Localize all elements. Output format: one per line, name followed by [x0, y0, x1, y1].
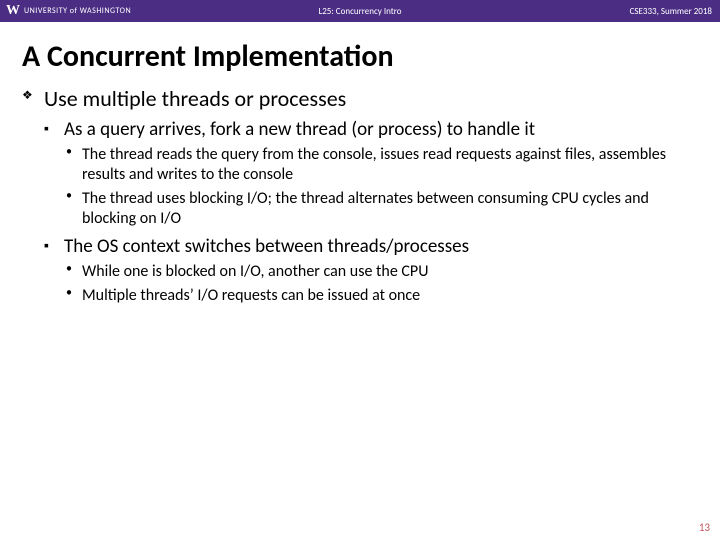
bullet-text: As a query arrives, fork a new thread (o… — [64, 118, 535, 141]
page-number: 13 — [699, 521, 710, 534]
topbar: W UNIVERSITY of WASHINGTON L25: Concurre… — [0, 0, 720, 22]
bullet-lvl3: While one is blocked on I/O, another can… — [64, 262, 698, 282]
lecture-label: L25: Concurrency Intro — [318, 6, 401, 17]
bullet-text: The OS context switches between threads/… — [64, 235, 469, 258]
bullet-text: While one is blocked on I/O, another can… — [82, 262, 428, 281]
bullet-text: Multiple threads’ I/O requests can be is… — [82, 286, 420, 305]
uw-logo: W UNIVERSITY of WASHINGTON — [0, 3, 131, 19]
uw-logo-mark: W — [6, 3, 20, 19]
slide-title: A Concurrent Implementation — [0, 22, 720, 85]
bullet-lvl3: Multiple threads’ I/O requests can be is… — [64, 286, 698, 306]
bullet-text: The thread uses blocking I/O; the thread… — [82, 189, 649, 228]
bullet-lvl1: Use multiple threads or processes As a q… — [22, 85, 698, 306]
bullet-text: The thread reads the query from the cons… — [82, 145, 666, 184]
uw-logo-text: UNIVERSITY of WASHINGTON — [24, 6, 131, 16]
bullet-lvl2: As a query arrives, fork a new thread (o… — [44, 118, 698, 229]
course-label: CSE333, Summer 2018 — [630, 6, 720, 17]
bullet-lvl3: The thread reads the query from the cons… — [64, 145, 698, 185]
bullet-lvl2: The OS context switches between threads/… — [44, 235, 698, 306]
slide-body: Use multiple threads or processes As a q… — [0, 85, 720, 306]
bullet-lvl3: The thread uses blocking I/O; the thread… — [64, 189, 698, 229]
bullet-text: Use multiple threads or processes — [44, 85, 346, 112]
slide: W UNIVERSITY of WASHINGTON L25: Concurre… — [0, 0, 720, 540]
